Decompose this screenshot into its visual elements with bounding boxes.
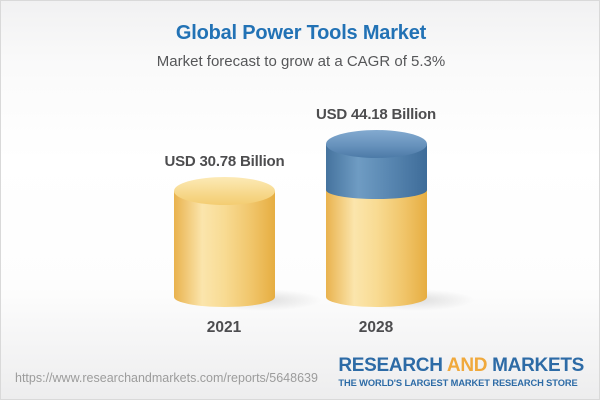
logo-word-research: RESEARCH [338,355,443,376]
logo-wordmark: RESEARCH AND MARKETS [338,355,584,377]
bar-2028-baseline-segment [325,190,427,307]
bar-2028-value-label: USD 44.18 Billion [316,106,436,124]
research-and-markets-logo: RESEARCH AND MARKETS THE WORLD'S LARGEST… [338,355,584,388]
x-axis-label-2028: 2028 [358,319,394,336]
logo-tagline: THE WORLD'S LARGEST MARKET RESEARCH STOR… [338,378,578,388]
bar-2021-value-label: USD 30.78 Billion [164,152,285,170]
bar-2028-top-face [325,130,427,159]
chart-title: Global Power Tools Market [175,22,427,44]
report-url: https://www.researchandmarkets.com/repor… [15,371,318,385]
x-axis-label-2021: 2021 [206,319,242,336]
bar-2021-value-segment [174,190,275,307]
logo-word-markets: MARKETS [492,355,584,376]
chart-subtitle: Market forecast to grow at a CAGR of 5.3… [156,53,446,70]
bar-2021-top-face [174,176,275,205]
bar-2021-cylinder [174,176,275,307]
logo-word-and: AND [446,355,488,376]
bar-2028-cylinder [325,130,427,307]
